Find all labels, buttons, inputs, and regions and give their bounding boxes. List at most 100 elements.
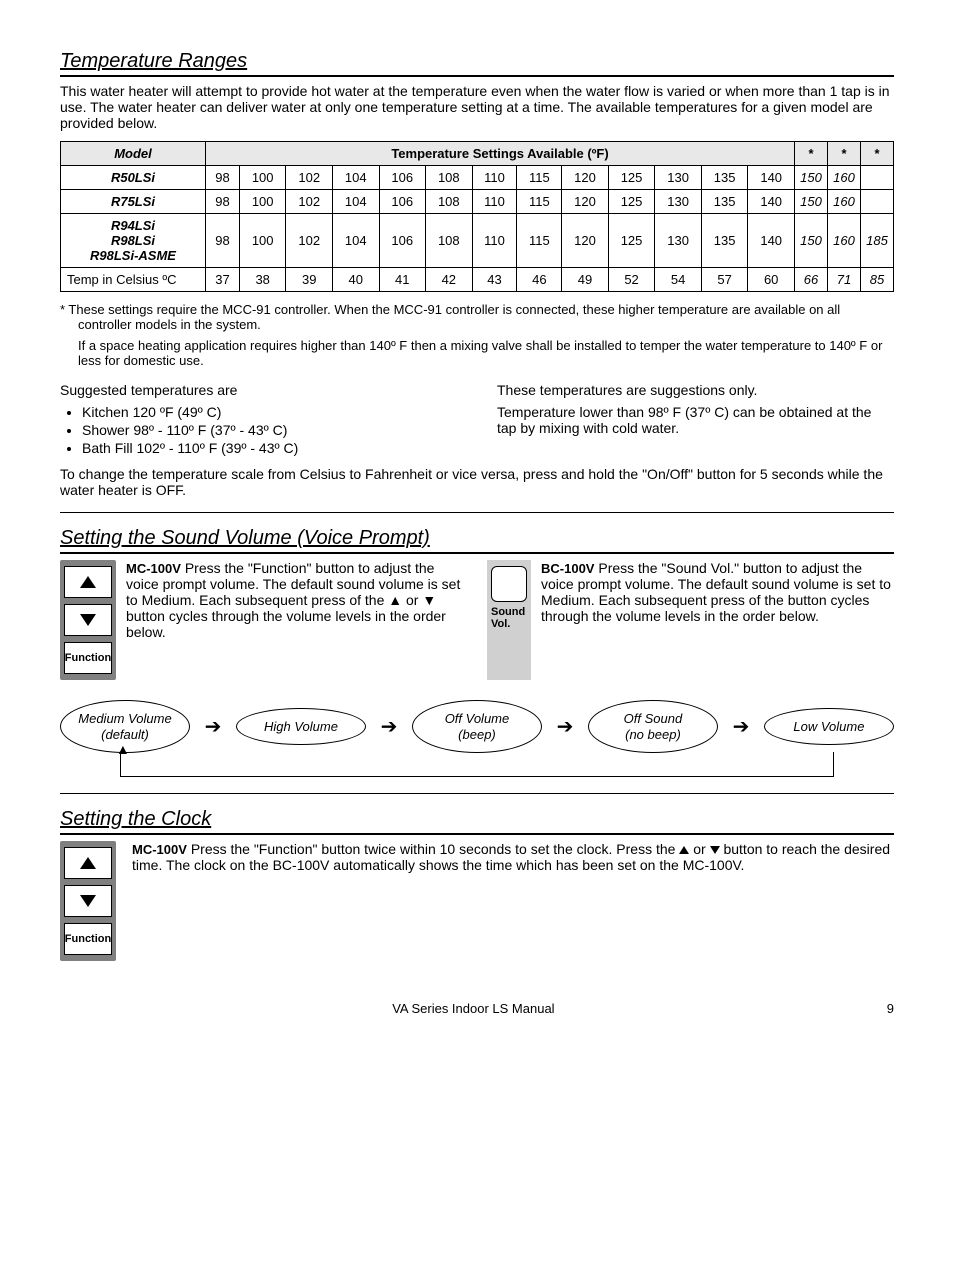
triangle-down-icon — [710, 846, 720, 854]
celsius-cell: 54 — [655, 268, 702, 292]
suggested-right-1: These temperatures are suggestions only. — [497, 382, 894, 398]
arrow-icon: ➔ — [557, 714, 574, 739]
temp-cell: 108 — [426, 190, 473, 214]
sound-vol-button[interactable] — [491, 566, 527, 602]
celsius-cell: 57 — [701, 268, 748, 292]
table-row: R50LSi9810010210410610811011512012513013… — [61, 166, 894, 190]
temp-cell: 140 — [748, 166, 795, 190]
celsius-cell: 41 — [379, 268, 426, 292]
temp-cell: 98 — [206, 166, 240, 190]
flow-node: Off Volume(beep) — [412, 700, 542, 753]
temp-cell: 120 — [562, 190, 609, 214]
down-button[interactable] — [64, 604, 112, 636]
model-cell: R75LSi — [61, 190, 206, 214]
sound-vol-label: Sound Vol. — [491, 606, 527, 630]
triangle-up-icon — [80, 576, 96, 588]
temp-cell: 110 — [472, 214, 517, 268]
temp-cell: 110 — [472, 166, 517, 190]
table-row: R75LSi9810010210410610811011512012513013… — [61, 190, 894, 214]
section-heading-clock: Setting the Clock — [60, 808, 894, 835]
footnote-star: * These settings require the MCC-91 cont… — [78, 302, 894, 332]
temp-ranges-intro: This water heater will attempt to provid… — [60, 83, 894, 131]
function-button[interactable]: Function — [64, 923, 112, 955]
temp-cell: 102 — [286, 214, 333, 268]
function-button[interactable]: Function — [64, 642, 112, 674]
down-button[interactable] — [64, 885, 112, 917]
temp-cell: 135 — [701, 190, 748, 214]
temp-cell: 125 — [608, 214, 655, 268]
celsius-star-cell: 71 — [828, 268, 861, 292]
temp-cell: 130 — [655, 166, 702, 190]
temp-cell: 115 — [517, 214, 562, 268]
th-star-1: * — [795, 142, 828, 166]
list-item: Shower 98º - 110º F (37º - 43º C) — [82, 422, 457, 438]
temp-star-cell: 160 — [828, 166, 861, 190]
scale-change-note: To change the temperature scale from Cel… — [60, 466, 894, 498]
temp-cell: 108 — [426, 166, 473, 190]
celsius-cell: 60 — [748, 268, 795, 292]
temp-cell: 104 — [332, 190, 379, 214]
temp-star-cell: 185 — [861, 214, 894, 268]
temp-cell: 135 — [701, 214, 748, 268]
temp-cell: 115 — [517, 166, 562, 190]
footer-center: VA Series Indoor LS Manual — [392, 1001, 554, 1016]
triangle-down-icon — [80, 614, 96, 626]
bc-100v-device: Sound Vol. — [487, 560, 531, 680]
list-item: Bath Fill 102º - 110º F (39º - 43º C) — [82, 440, 457, 456]
mc-label: MC-100V — [126, 561, 181, 576]
temp-cell: 106 — [379, 190, 426, 214]
temp-cell: 125 — [608, 190, 655, 214]
temp-cell: 115 — [517, 190, 562, 214]
flow-node: High Volume — [236, 708, 366, 746]
celsius-cell: 42 — [426, 268, 473, 292]
arrow-icon: ➔ — [733, 714, 750, 739]
celsius-cell: 38 — [239, 268, 286, 292]
temp-cell: 104 — [332, 166, 379, 190]
divider — [60, 793, 894, 794]
temperature-table: Model Temperature Settings Available (ºF… — [60, 141, 894, 292]
section-heading-temp-ranges: Temperature Ranges — [60, 50, 894, 77]
temp-cell: 130 — [655, 190, 702, 214]
arrow-icon: ➔ — [205, 714, 222, 739]
divider — [60, 512, 894, 513]
model-cell: R94LSiR98LSiR98LSi-ASME — [61, 214, 206, 268]
temp-star-cell — [861, 190, 894, 214]
triangle-down-icon — [80, 895, 96, 907]
suggested-intro: Suggested temperatures are — [60, 382, 457, 398]
temp-cell: 98 — [206, 190, 240, 214]
mc-100v-device: Function — [60, 560, 116, 680]
section-heading-sound: Setting the Sound Volume (Voice Prompt) — [60, 527, 894, 554]
celsius-label-cell: Temp in Celsius ºC — [61, 268, 206, 292]
triangle-up-icon — [679, 846, 689, 854]
celsius-star-cell: 85 — [861, 268, 894, 292]
temp-star-cell: 150 — [795, 166, 828, 190]
celsius-cell: 52 — [608, 268, 655, 292]
temp-cell: 100 — [239, 190, 286, 214]
suggested-right-2: Temperature lower than 98º F (37º C) can… — [497, 404, 894, 436]
temp-cell: 102 — [286, 166, 333, 190]
th-star-2: * — [828, 142, 861, 166]
th-star-3: * — [861, 142, 894, 166]
celsius-cell: 40 — [332, 268, 379, 292]
temp-cell: 120 — [562, 166, 609, 190]
footer-right: 9 — [887, 1001, 894, 1016]
temp-cell: 125 — [608, 166, 655, 190]
temp-cell: 110 — [472, 190, 517, 214]
bc-label: BC-100V — [541, 561, 594, 576]
temp-cell: 140 — [748, 214, 795, 268]
up-button[interactable] — [64, 566, 112, 598]
celsius-cell: 37 — [206, 268, 240, 292]
temp-cell: 108 — [426, 214, 473, 268]
temp-cell: 98 — [206, 214, 240, 268]
up-button[interactable] — [64, 847, 112, 879]
celsius-star-cell: 66 — [795, 268, 828, 292]
temp-cell: 130 — [655, 214, 702, 268]
th-temps: Temperature Settings Available (ºF) — [206, 142, 795, 166]
temp-star-cell: 150 — [795, 190, 828, 214]
temp-star-cell: 160 — [828, 214, 861, 268]
mc-100v-device-clock: Function — [60, 841, 116, 961]
bc-text: Press the "Sound Vol." button to adjust … — [541, 560, 891, 624]
table-row: R94LSiR98LSiR98LSi-ASME98100102104106108… — [61, 214, 894, 268]
celsius-cell: 39 — [286, 268, 333, 292]
clock-text-before: Press the "Function" button twice within… — [191, 841, 680, 857]
